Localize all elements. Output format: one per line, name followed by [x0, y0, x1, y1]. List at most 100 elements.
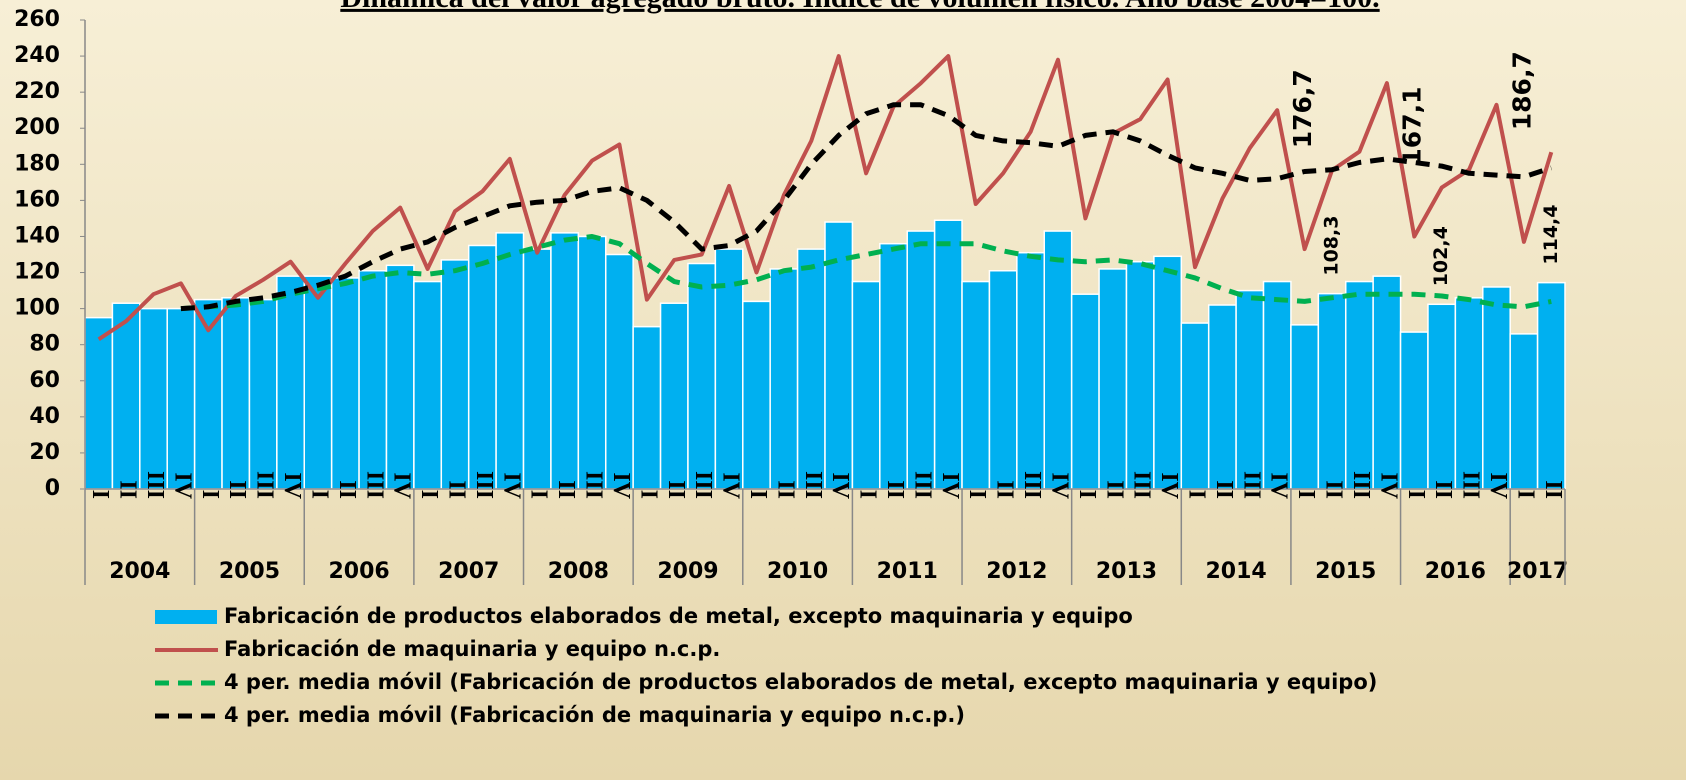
x-tick-label: III	[471, 471, 497, 499]
x-tick-label: I	[1403, 490, 1429, 499]
y-tick-label: 60	[29, 368, 60, 393]
x-tick-label: II	[1540, 480, 1566, 499]
bar	[1070, 293, 1100, 490]
y-tick-label: 220	[14, 79, 60, 104]
x-tick-label: I	[855, 490, 881, 499]
x-tick-label: III	[1458, 471, 1484, 499]
x-tick-label: IV	[608, 472, 634, 499]
bar	[604, 253, 634, 490]
bar	[111, 302, 141, 490]
data-label: 102,4	[1430, 226, 1452, 286]
x-tick-label: III	[142, 471, 168, 499]
bar	[358, 269, 388, 490]
bar	[1454, 297, 1484, 490]
bar	[276, 275, 306, 490]
year-label: 2013	[1096, 559, 1157, 584]
bar	[659, 302, 689, 490]
y-tick-label: 120	[14, 260, 60, 285]
y-tick-label: 100	[14, 296, 60, 321]
data-label: 108,3	[1321, 216, 1343, 276]
bar	[769, 268, 799, 490]
x-tick-label: IV	[827, 472, 853, 499]
year-label: 2009	[657, 559, 718, 584]
x-tick-label: III	[1129, 471, 1155, 499]
bar	[1207, 304, 1237, 490]
x-tick-label: IV	[389, 472, 415, 499]
x-tick-label: III	[1348, 471, 1374, 499]
y-tick-label: 200	[14, 115, 60, 140]
bar	[1372, 275, 1402, 490]
x-tick-label: IV	[498, 472, 524, 499]
y-tick-label: 140	[14, 223, 60, 248]
bar	[1344, 280, 1374, 490]
bar	[413, 280, 443, 490]
x-tick-label: I	[526, 490, 552, 499]
bar	[84, 316, 114, 490]
x-tick-label: IV	[169, 472, 195, 499]
year-label: 2014	[1205, 559, 1266, 584]
y-tick-label: 260	[14, 7, 60, 32]
year-label: 2005	[219, 559, 280, 584]
x-tick-label: II	[224, 480, 250, 499]
bar	[1536, 281, 1566, 490]
x-tick-label: II	[553, 480, 579, 499]
x-tick-label: I	[1183, 490, 1209, 499]
data-label: 176,7	[1288, 69, 1317, 148]
legend-label: Fabricación de maquinaria y equipo n.c.p…	[224, 637, 720, 661]
bar	[1180, 322, 1210, 490]
bar	[1317, 292, 1347, 490]
bar	[796, 248, 826, 490]
x-tick-label: II	[1430, 480, 1456, 499]
y-tick-label: 0	[45, 476, 60, 501]
bar	[851, 280, 881, 490]
x-tick-label: IV	[1156, 472, 1182, 499]
line	[180, 234, 1552, 312]
y-tick-label: 160	[14, 187, 60, 212]
bar	[933, 219, 963, 490]
bar	[906, 230, 936, 490]
bar	[1290, 324, 1320, 490]
bar	[1098, 268, 1128, 490]
x-tick-label: IV	[1485, 472, 1511, 499]
year-label: 2010	[767, 559, 828, 584]
bar	[687, 262, 717, 490]
year-label: 2006	[328, 559, 389, 584]
year-label: 2017	[1507, 559, 1568, 584]
year-label: 2008	[548, 559, 609, 584]
x-tick-label: II	[663, 480, 689, 499]
x-tick-label: III	[361, 471, 387, 499]
x-tick-label: IV	[1046, 472, 1072, 499]
bar	[139, 307, 168, 490]
bar	[1153, 255, 1183, 490]
data-label: 114,4	[1540, 205, 1562, 265]
bar	[1482, 286, 1511, 490]
legend-label: Fabricación de productos elaborados de m…	[224, 604, 1133, 628]
bar	[385, 264, 415, 490]
bar	[522, 248, 552, 490]
bar	[248, 298, 278, 490]
x-tick-label: I	[197, 490, 223, 499]
x-tick-label: I	[964, 490, 990, 499]
bar	[1043, 230, 1073, 490]
x-tick-label: III	[1019, 471, 1045, 499]
bar	[879, 242, 908, 490]
year-label: 2007	[438, 559, 499, 584]
x-tick-label: II	[992, 480, 1018, 499]
x-tick-label: II	[882, 480, 908, 499]
bar	[742, 300, 771, 490]
x-tick-label: III	[800, 471, 826, 499]
x-tick-label: III	[1238, 471, 1264, 499]
bar	[1125, 260, 1155, 490]
y-tick-label: 240	[14, 43, 60, 68]
bar	[440, 259, 470, 490]
x-tick-label: II	[334, 480, 360, 499]
x-tick-label: III	[581, 471, 607, 499]
x-tick-label: II	[1321, 480, 1347, 499]
y-tick-label: 20	[29, 440, 60, 465]
legend-label: 4 per. media móvil (Fabricación de produ…	[224, 670, 1377, 694]
bar	[1235, 289, 1265, 490]
bar	[1262, 280, 1292, 490]
x-tick-label: I	[1074, 490, 1100, 499]
x-tick-label: I	[416, 490, 442, 499]
line	[97, 54, 1554, 341]
